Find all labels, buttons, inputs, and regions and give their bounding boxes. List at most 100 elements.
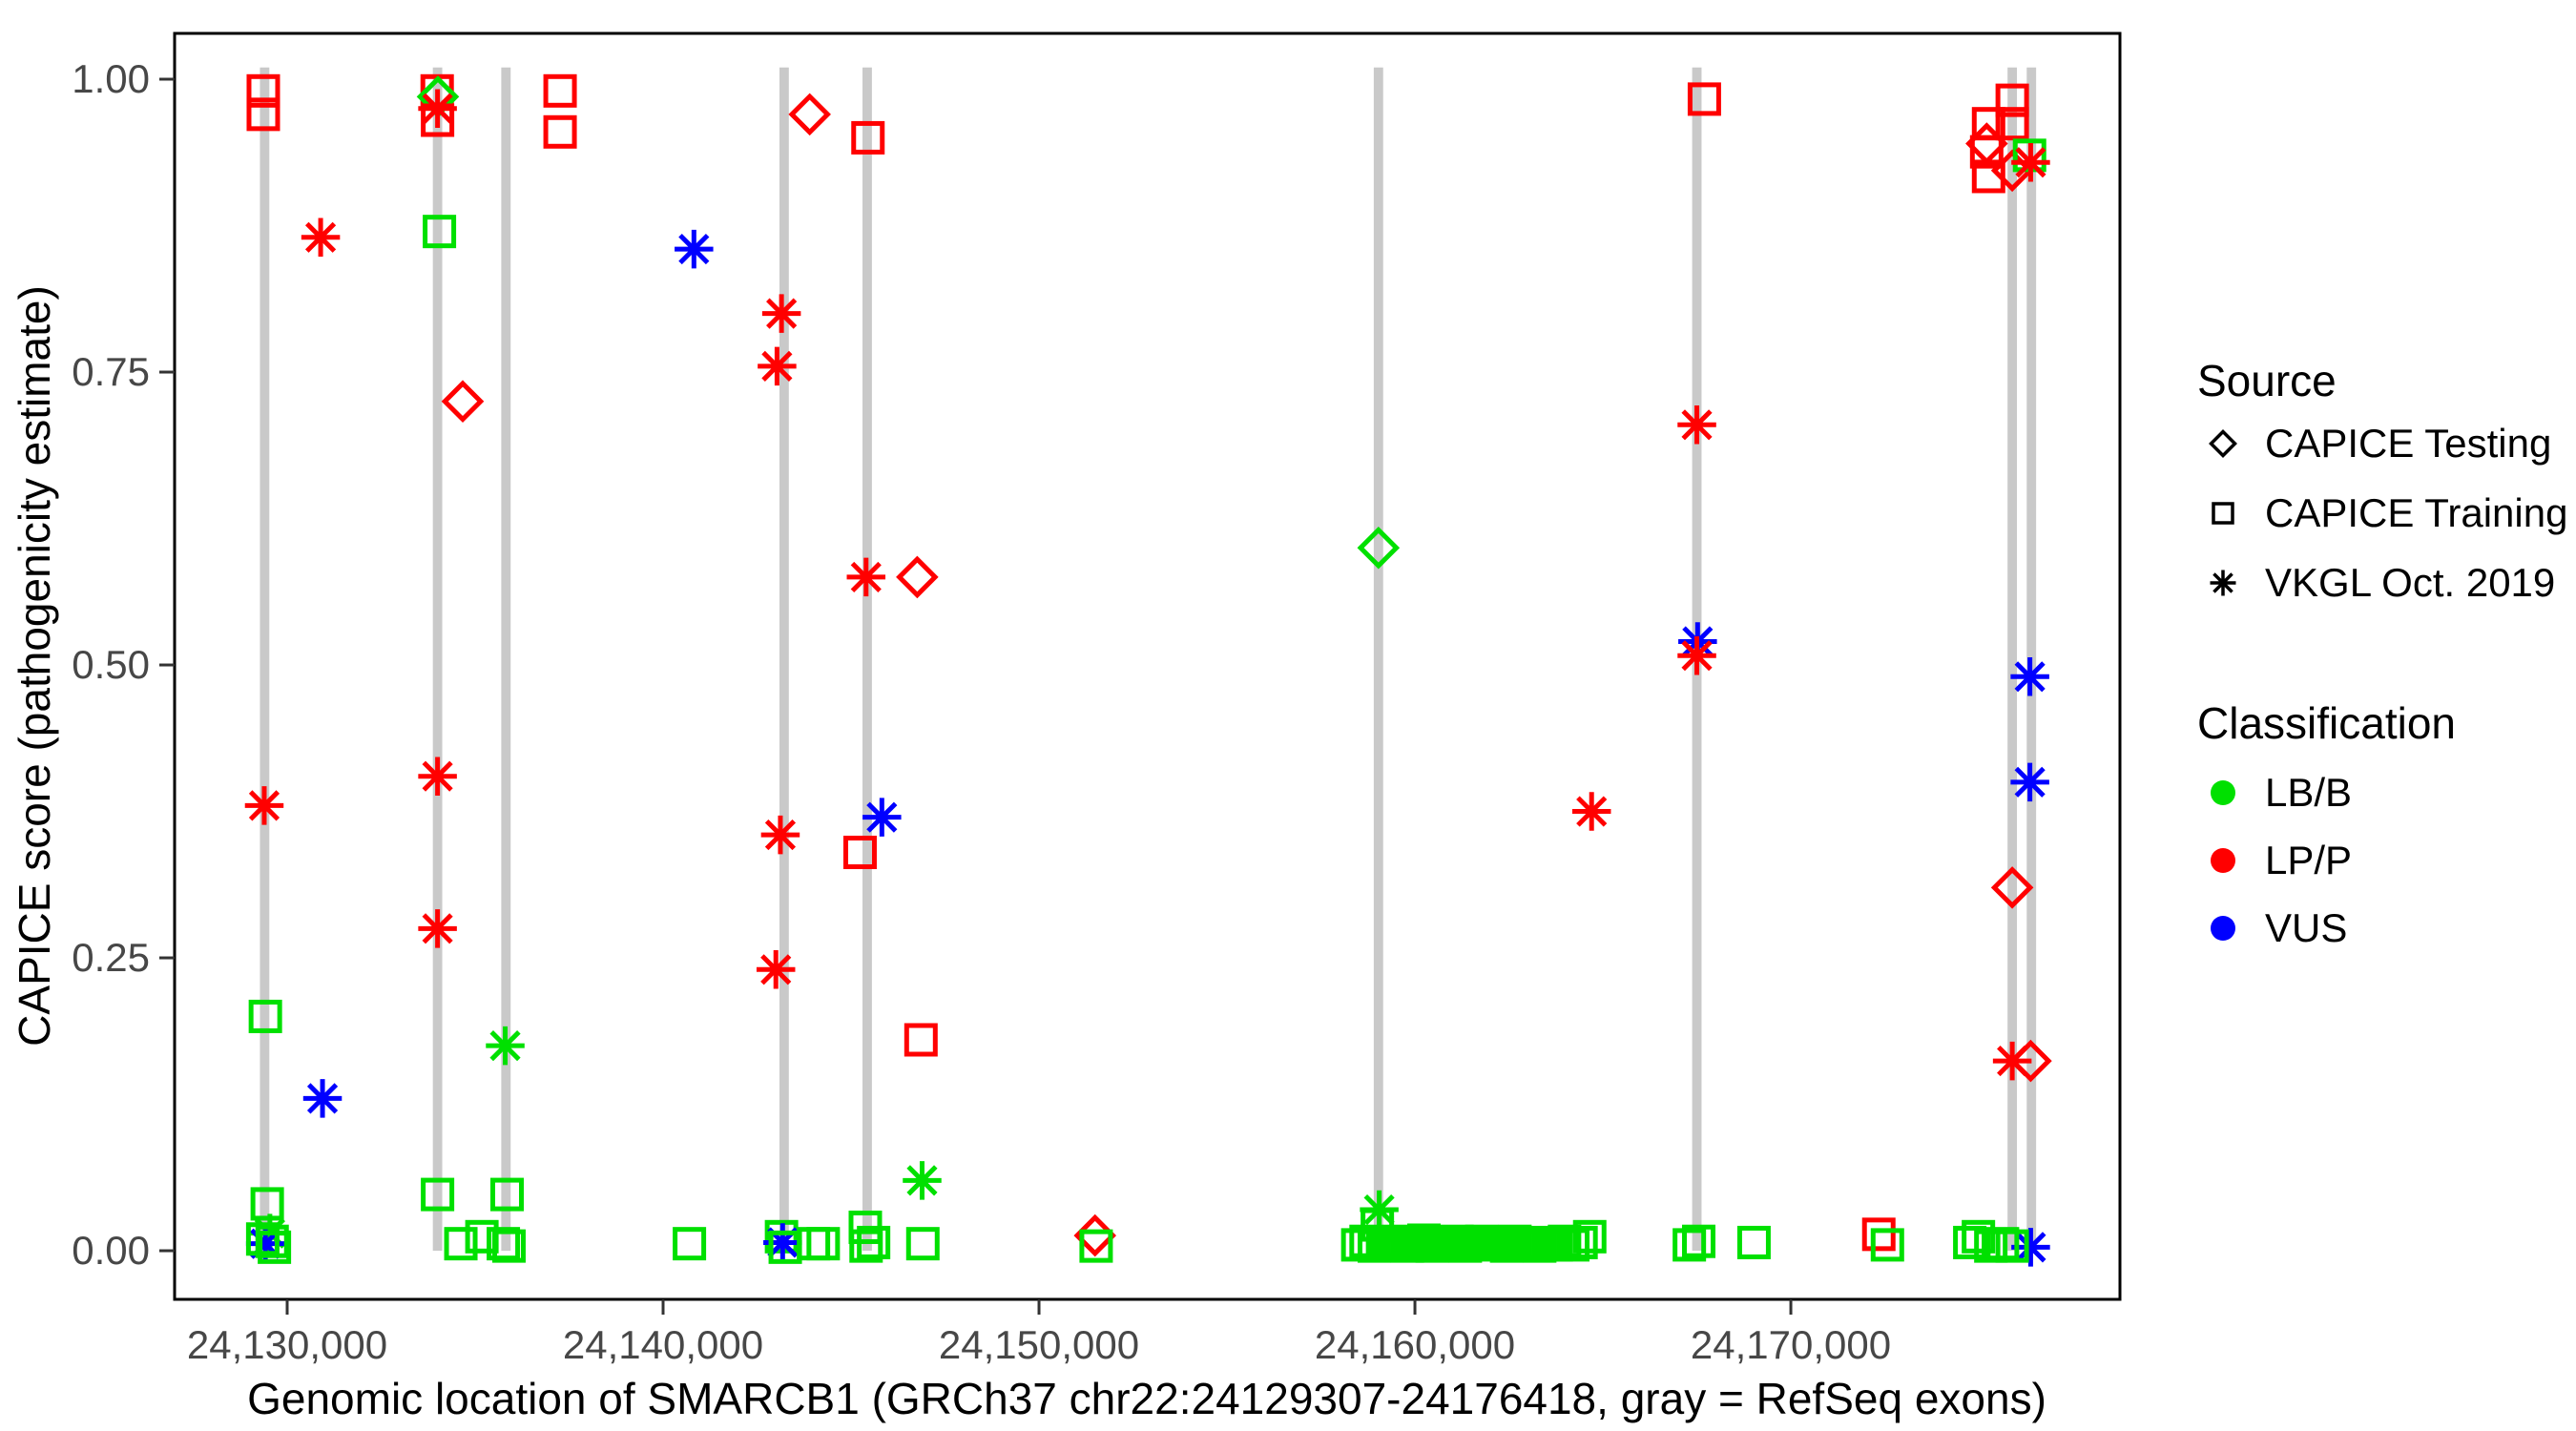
- legend: Source CAPICE Testing CAPICE Training VKGL…: [2197, 356, 2567, 950]
- data-point-square: [1953, 1225, 1987, 1259]
- legend-source-label: VKGL Oct. 2019: [2265, 560, 2555, 605]
- data-point-square: [543, 73, 577, 108]
- data-point-asterisk: [756, 950, 796, 989]
- legend-classification-swatch: [2211, 848, 2235, 873]
- data-point-square: [246, 73, 280, 108]
- exon-bars-layer: [260, 67, 2037, 1252]
- data-point-square: [673, 1227, 707, 1261]
- legend-classification-label: LP/P: [2265, 838, 2352, 882]
- data-point-square: [423, 215, 457, 249]
- x-tick-label: 24,160,000: [1315, 1322, 1515, 1367]
- data-point-square: [1079, 1229, 1113, 1263]
- data-point-diamond: [1357, 526, 1401, 570]
- data-point-square: [857, 1225, 891, 1259]
- data-point-square: [490, 1177, 525, 1212]
- legend-classification-items: LB/B LP/P VUS: [2211, 770, 2352, 950]
- data-point-diamond: [788, 93, 831, 136]
- exon-bar: [260, 67, 270, 1252]
- data-point-asterisk: [1677, 405, 1716, 445]
- data-point-diamond: [1990, 866, 2034, 909]
- data-point-asterisk: [2011, 142, 2050, 182]
- data-point-square: [806, 1227, 841, 1261]
- data-point-asterisk: [1571, 792, 1611, 831]
- data-point-square: [1861, 1217, 1896, 1252]
- data-point-square: [1572, 1219, 1607, 1254]
- legend-classification-swatch: [2211, 916, 2235, 941]
- legend-classification-label: LB/B: [2265, 770, 2352, 815]
- data-point-square: [491, 1229, 526, 1263]
- data-point-square: [250, 1187, 284, 1221]
- data-point-asterisk: [763, 1223, 802, 1262]
- data-point-square: [1687, 82, 1721, 116]
- legend-source-label: CAPICE Testing: [2265, 421, 2551, 466]
- legend-source-title: Source: [2197, 356, 2337, 405]
- data-point-square: [444, 1227, 478, 1261]
- data-point-square: [421, 103, 455, 137]
- exon-bar: [1373, 67, 1383, 1252]
- data-point-asterisk: [244, 786, 284, 825]
- y-axis-title: CAPICE score (pathogenicity estimate): [10, 285, 59, 1047]
- y-tick-label: 0.00: [72, 1228, 150, 1273]
- legend-classification-title: Classification: [2197, 698, 2456, 748]
- data-point-diamond: [441, 380, 485, 424]
- data-point-asterisk: [675, 229, 714, 269]
- data-point-square: [258, 1230, 292, 1264]
- data-point-asterisk: [2010, 657, 2049, 696]
- data-point-square: [904, 1023, 938, 1057]
- data-point-square: [842, 836, 877, 870]
- y-tick-label: 0.25: [72, 935, 150, 980]
- data-point-square: [543, 114, 577, 149]
- data-point-square: [248, 999, 282, 1033]
- data-point-asterisk: [758, 346, 797, 386]
- data-point-diamond: [2009, 1039, 2052, 1083]
- data-point-asterisk: [1677, 635, 1716, 675]
- data-point-square: [905, 1227, 940, 1261]
- legend-source-label: CAPICE Training: [2265, 490, 2567, 535]
- exon-bar: [432, 67, 443, 1252]
- data-point-square: [1736, 1225, 1771, 1259]
- legend-source-items: CAPICE Testing CAPICE Training VKGL Oct. 2…: [2209, 421, 2567, 605]
- x-tick-label: 24,170,000: [1691, 1322, 1891, 1367]
- data-point-square: [851, 120, 885, 155]
- data-point-square: [1995, 1229, 2029, 1263]
- legend-classification-label: VUS: [2265, 905, 2347, 950]
- data-point-asterisk: [760, 815, 800, 855]
- x-tick-label: 24,150,000: [939, 1322, 1139, 1367]
- data-point-asterisk: [418, 89, 457, 128]
- exon-bar: [862, 67, 872, 1252]
- data-point-square: [465, 1219, 499, 1254]
- data-point-square: [421, 1177, 455, 1212]
- data-point-square: [797, 1227, 831, 1261]
- data-points-layer: [244, 73, 2052, 1267]
- y-tick-label: 0.50: [72, 642, 150, 687]
- data-point-asterisk: [761, 294, 801, 333]
- exon-bar: [2007, 67, 2018, 1252]
- data-point-asterisk: [2011, 1228, 2050, 1267]
- data-point-asterisk: [2010, 762, 2049, 802]
- data-point-asterisk: [302, 1079, 343, 1118]
- y-axis-ticks: 0.00 0.25 0.50 0.75 1.00: [72, 56, 175, 1273]
- data-point-square: [849, 1229, 883, 1263]
- data-point-square: [1995, 107, 2029, 141]
- exon-bar: [501, 67, 511, 1252]
- data-point-asterisk: [418, 757, 457, 796]
- data-point-asterisk: [301, 218, 341, 258]
- data-point-asterisk: [2210, 570, 2236, 596]
- data-point-square: [1672, 1228, 1707, 1262]
- data-point-square: [1969, 135, 2004, 169]
- data-point-diamond: [896, 555, 939, 599]
- legend-classification-swatch: [2211, 780, 2235, 805]
- data-point-asterisk: [245, 1224, 285, 1263]
- data-point-diamond: [2209, 429, 2237, 458]
- data-point-asterisk: [486, 1026, 525, 1066]
- data-point-asterisk: [903, 1161, 942, 1200]
- x-tick-label: 24,130,000: [187, 1322, 387, 1367]
- plot-panel-border: [173, 31, 2122, 1301]
- data-point-square: [1995, 83, 2029, 117]
- exon-bar: [779, 67, 789, 1252]
- data-point-square: [1564, 1225, 1598, 1259]
- data-point-asterisk: [846, 557, 886, 597]
- x-tick-label: 24,140,000: [563, 1322, 763, 1367]
